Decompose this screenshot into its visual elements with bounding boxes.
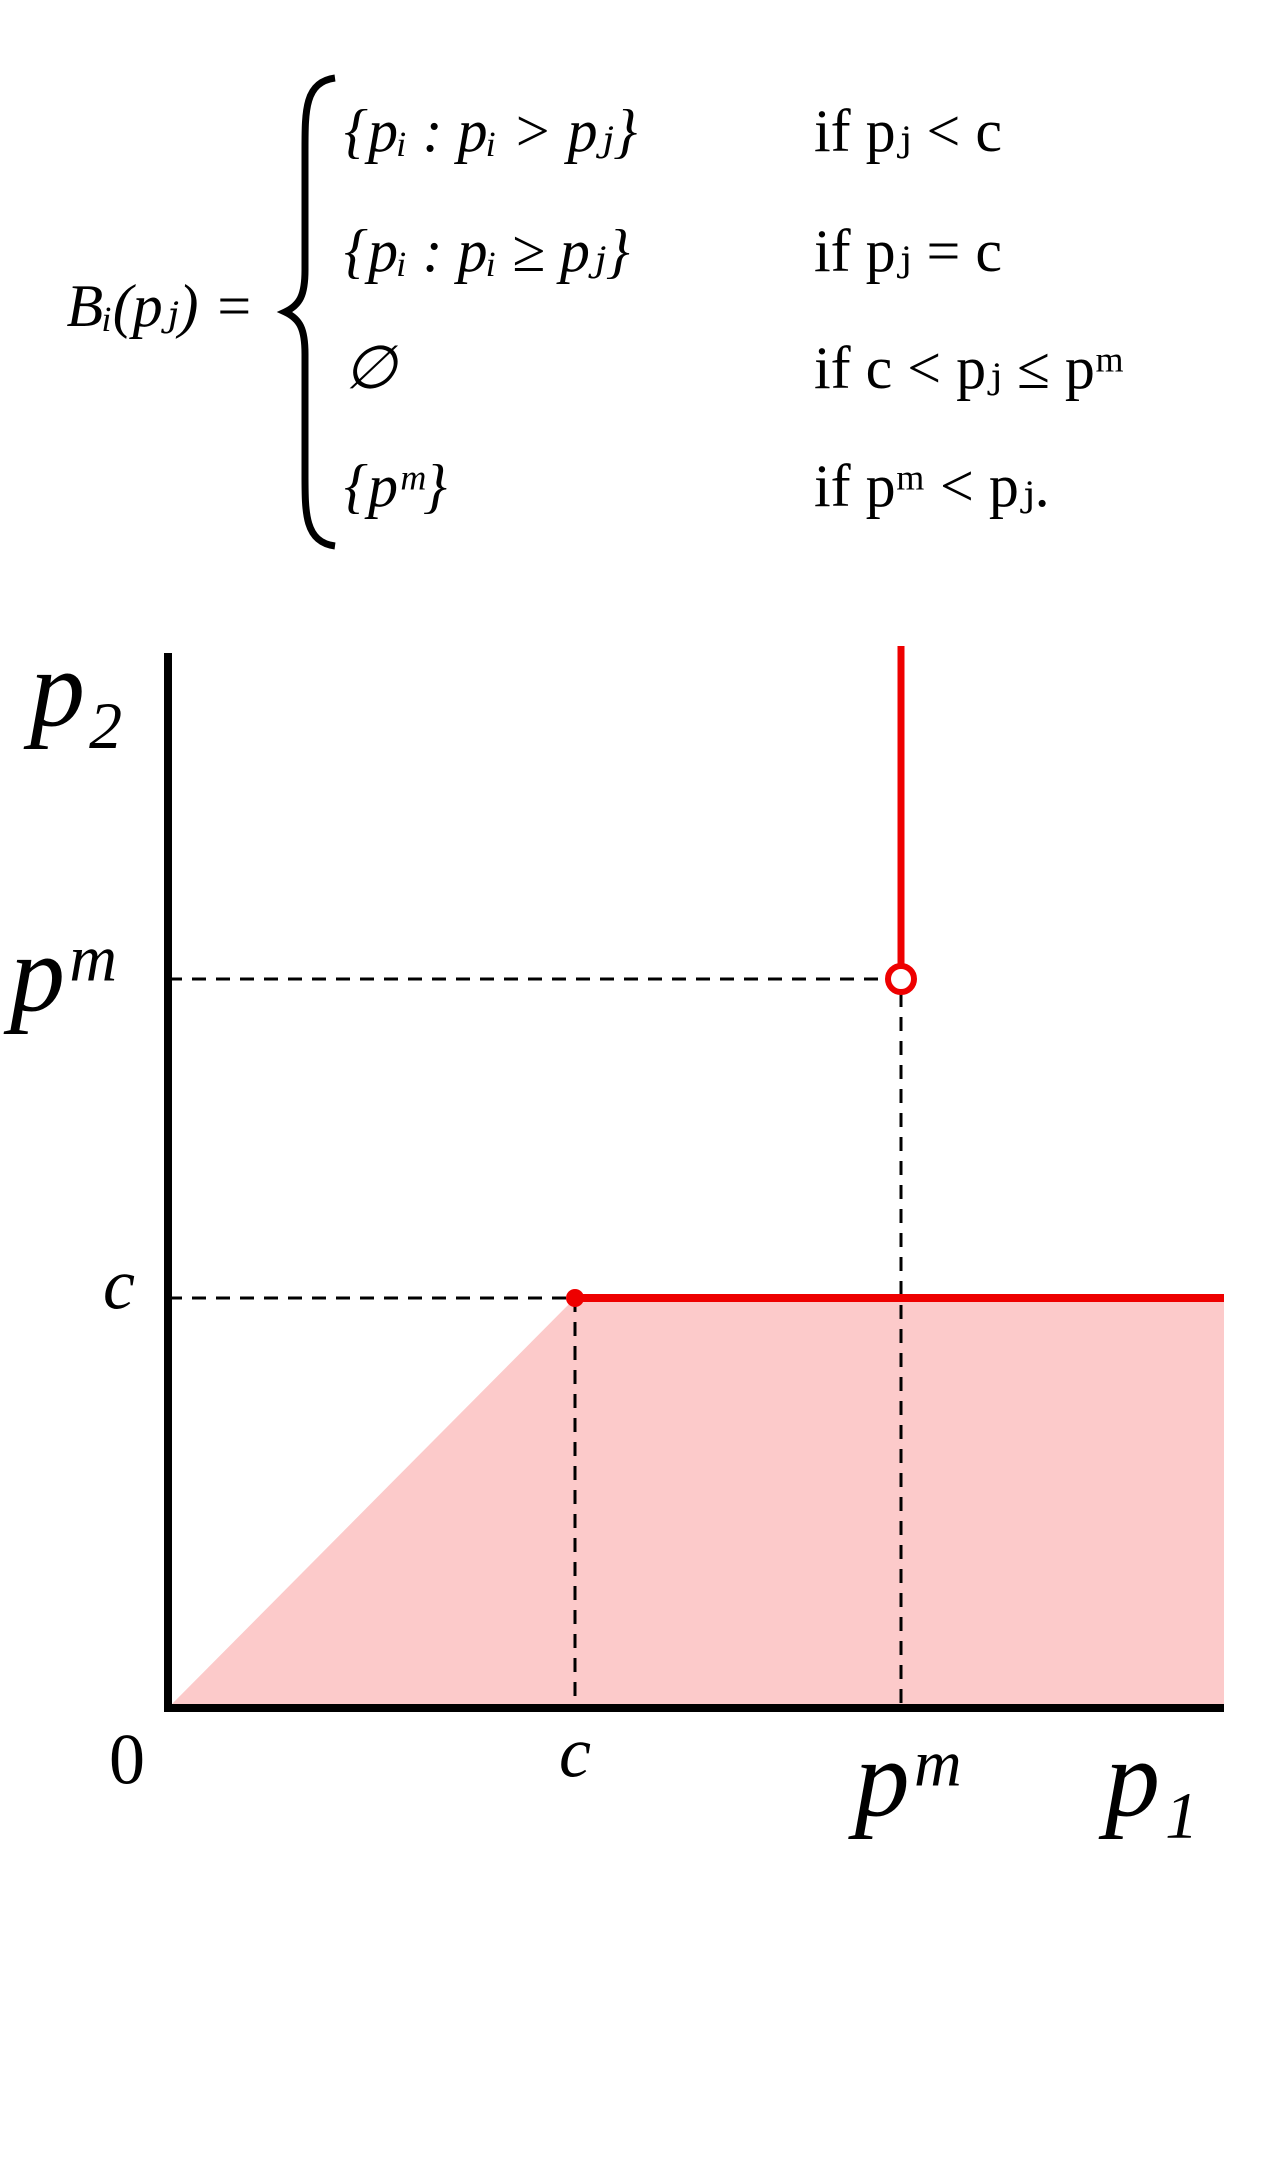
case-condition: if pᵐ < pⱼ. xyxy=(814,453,1050,519)
case-condition: if pⱼ < c xyxy=(814,98,1002,164)
y-tick-label: pᵐ xyxy=(3,912,115,1034)
guides xyxy=(168,977,903,1708)
closed-point xyxy=(566,1289,584,1307)
case-condition: if pⱼ = c xyxy=(814,218,1002,284)
open-point xyxy=(885,963,917,995)
y-tick-label: c xyxy=(103,1245,135,1325)
case-set: {pᵢ : pᵢ > pⱼ} xyxy=(344,98,637,164)
formula-lhs: Bᵢ(pⱼ) = xyxy=(67,273,254,339)
case-set: ∅ xyxy=(344,335,399,401)
cases: {pᵢ : pᵢ > pⱼ} if pⱼ < c {pᵢ : pᵢ ≥ pⱼ} if … xyxy=(344,98,1124,519)
case-set: {pᵢ : pᵢ ≥ pⱼ} xyxy=(344,218,630,284)
origin-label: 0 xyxy=(109,1720,145,1800)
case-set: {pᵐ} xyxy=(344,453,447,519)
y-axis-label: p₂ xyxy=(23,627,123,749)
x-tick-label: c xyxy=(559,1713,591,1793)
case-condition: if c < pⱼ ≤ pᵐ xyxy=(814,335,1124,401)
brace xyxy=(276,74,336,550)
shaded-region xyxy=(168,1298,1224,1708)
x-axis-label: p₁ xyxy=(1098,1717,1198,1839)
x-tick-label: pᵐ xyxy=(848,1717,960,1839)
